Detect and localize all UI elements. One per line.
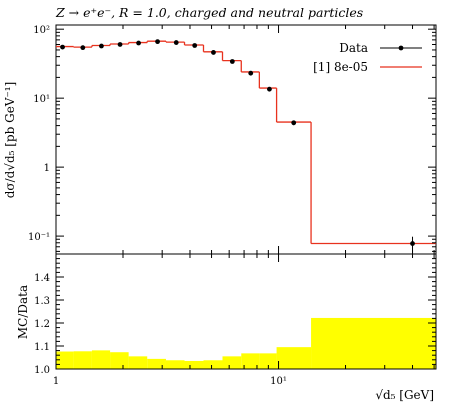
ratio-panel: 1.0 1.1 1.2 1.3 1.4 1 10¹ MC/Data: [16, 253, 437, 387]
ratio-x-ticks: 1 10¹: [53, 254, 435, 387]
ratio-band-bin: [165, 360, 185, 369]
ratio-band-bin: [311, 317, 436, 369]
data-point: [80, 45, 86, 51]
y-label-text: dσ/d√d₅ [pb GeV⁻¹]: [3, 82, 17, 199]
data-point: [99, 43, 104, 49]
data-point: [291, 120, 297, 126]
y-tick-label: 10⁻¹: [28, 232, 50, 243]
ratio-band-bin: [128, 356, 148, 369]
ratio-band-bin: [222, 356, 242, 369]
ratio-tick-label: 1.1: [34, 342, 50, 353]
main-x-ticks: [55, 25, 435, 254]
legend: Data [1] 8e-05: [313, 41, 422, 74]
ratio-tick-label: 1.0: [34, 365, 50, 376]
ratio-band-bin: [259, 353, 277, 369]
ratio-band-bin: [184, 360, 204, 369]
legend-label-data: Data: [339, 41, 368, 55]
ratio-band-bin: [203, 360, 223, 369]
data-point: [267, 86, 272, 92]
data-point: [211, 50, 216, 55]
main-y-ticks: 10² 10¹ 1 10⁻¹: [28, 25, 436, 252]
data-point: [155, 39, 160, 45]
ratio-tick-label: 1.4: [34, 273, 50, 284]
ratio-band-bin: [276, 347, 312, 369]
ratio-band: [56, 317, 436, 369]
chart-title: Z → e⁺e⁻, R = 1.0, charged and neutral p…: [55, 5, 363, 20]
data-point: [248, 70, 254, 76]
data-point: [229, 59, 235, 64]
x-axis-label: √d₅ [GeV]: [375, 388, 434, 402]
data-point: [410, 241, 415, 246]
data-point: [60, 44, 65, 50]
ratio-band-bin: [241, 353, 260, 369]
y-tick-label: 1: [44, 163, 50, 174]
ratio-band-bin: [73, 351, 92, 369]
ratio-y-ticks: 1.0 1.1 1.2 1.3 1.4: [34, 253, 436, 376]
main-frame: [55, 24, 437, 255]
x-tick-label: 10¹: [270, 376, 287, 387]
main-panel: 10² 10¹ 1 10⁻¹ dσ/d√d₅ [pb GeV⁻¹] Data [1] 8…: [3, 24, 437, 255]
y-tick-label: 10¹: [33, 94, 50, 105]
ratio-tick-label: 1.2: [34, 319, 50, 330]
ratio-y-axis-label: MC/Data: [16, 285, 30, 339]
data-point: [192, 43, 198, 48]
ratio-band-bin: [56, 351, 74, 369]
data-point: [136, 40, 141, 46]
legend-label-mc: [1] 8e-05: [313, 60, 368, 74]
x-label-text: √d₅ [GeV]: [375, 388, 434, 402]
legend-data-marker: [398, 45, 404, 51]
y-tick-label: 10²: [33, 25, 50, 36]
data-point: [173, 40, 179, 45]
ratio-band-bin: [147, 358, 166, 369]
data-points: [60, 39, 415, 253]
ratio-band-bin: [110, 352, 129, 369]
data-point: [117, 42, 123, 47]
ratio-tick-label: 1.3: [34, 296, 50, 307]
ratio-band-bin: [91, 350, 111, 369]
main-y-axis-label: dσ/d√d₅ [pb GeV⁻¹]: [3, 82, 17, 199]
x-tick-label: 1: [53, 376, 59, 387]
ratio-frame: [55, 253, 437, 370]
